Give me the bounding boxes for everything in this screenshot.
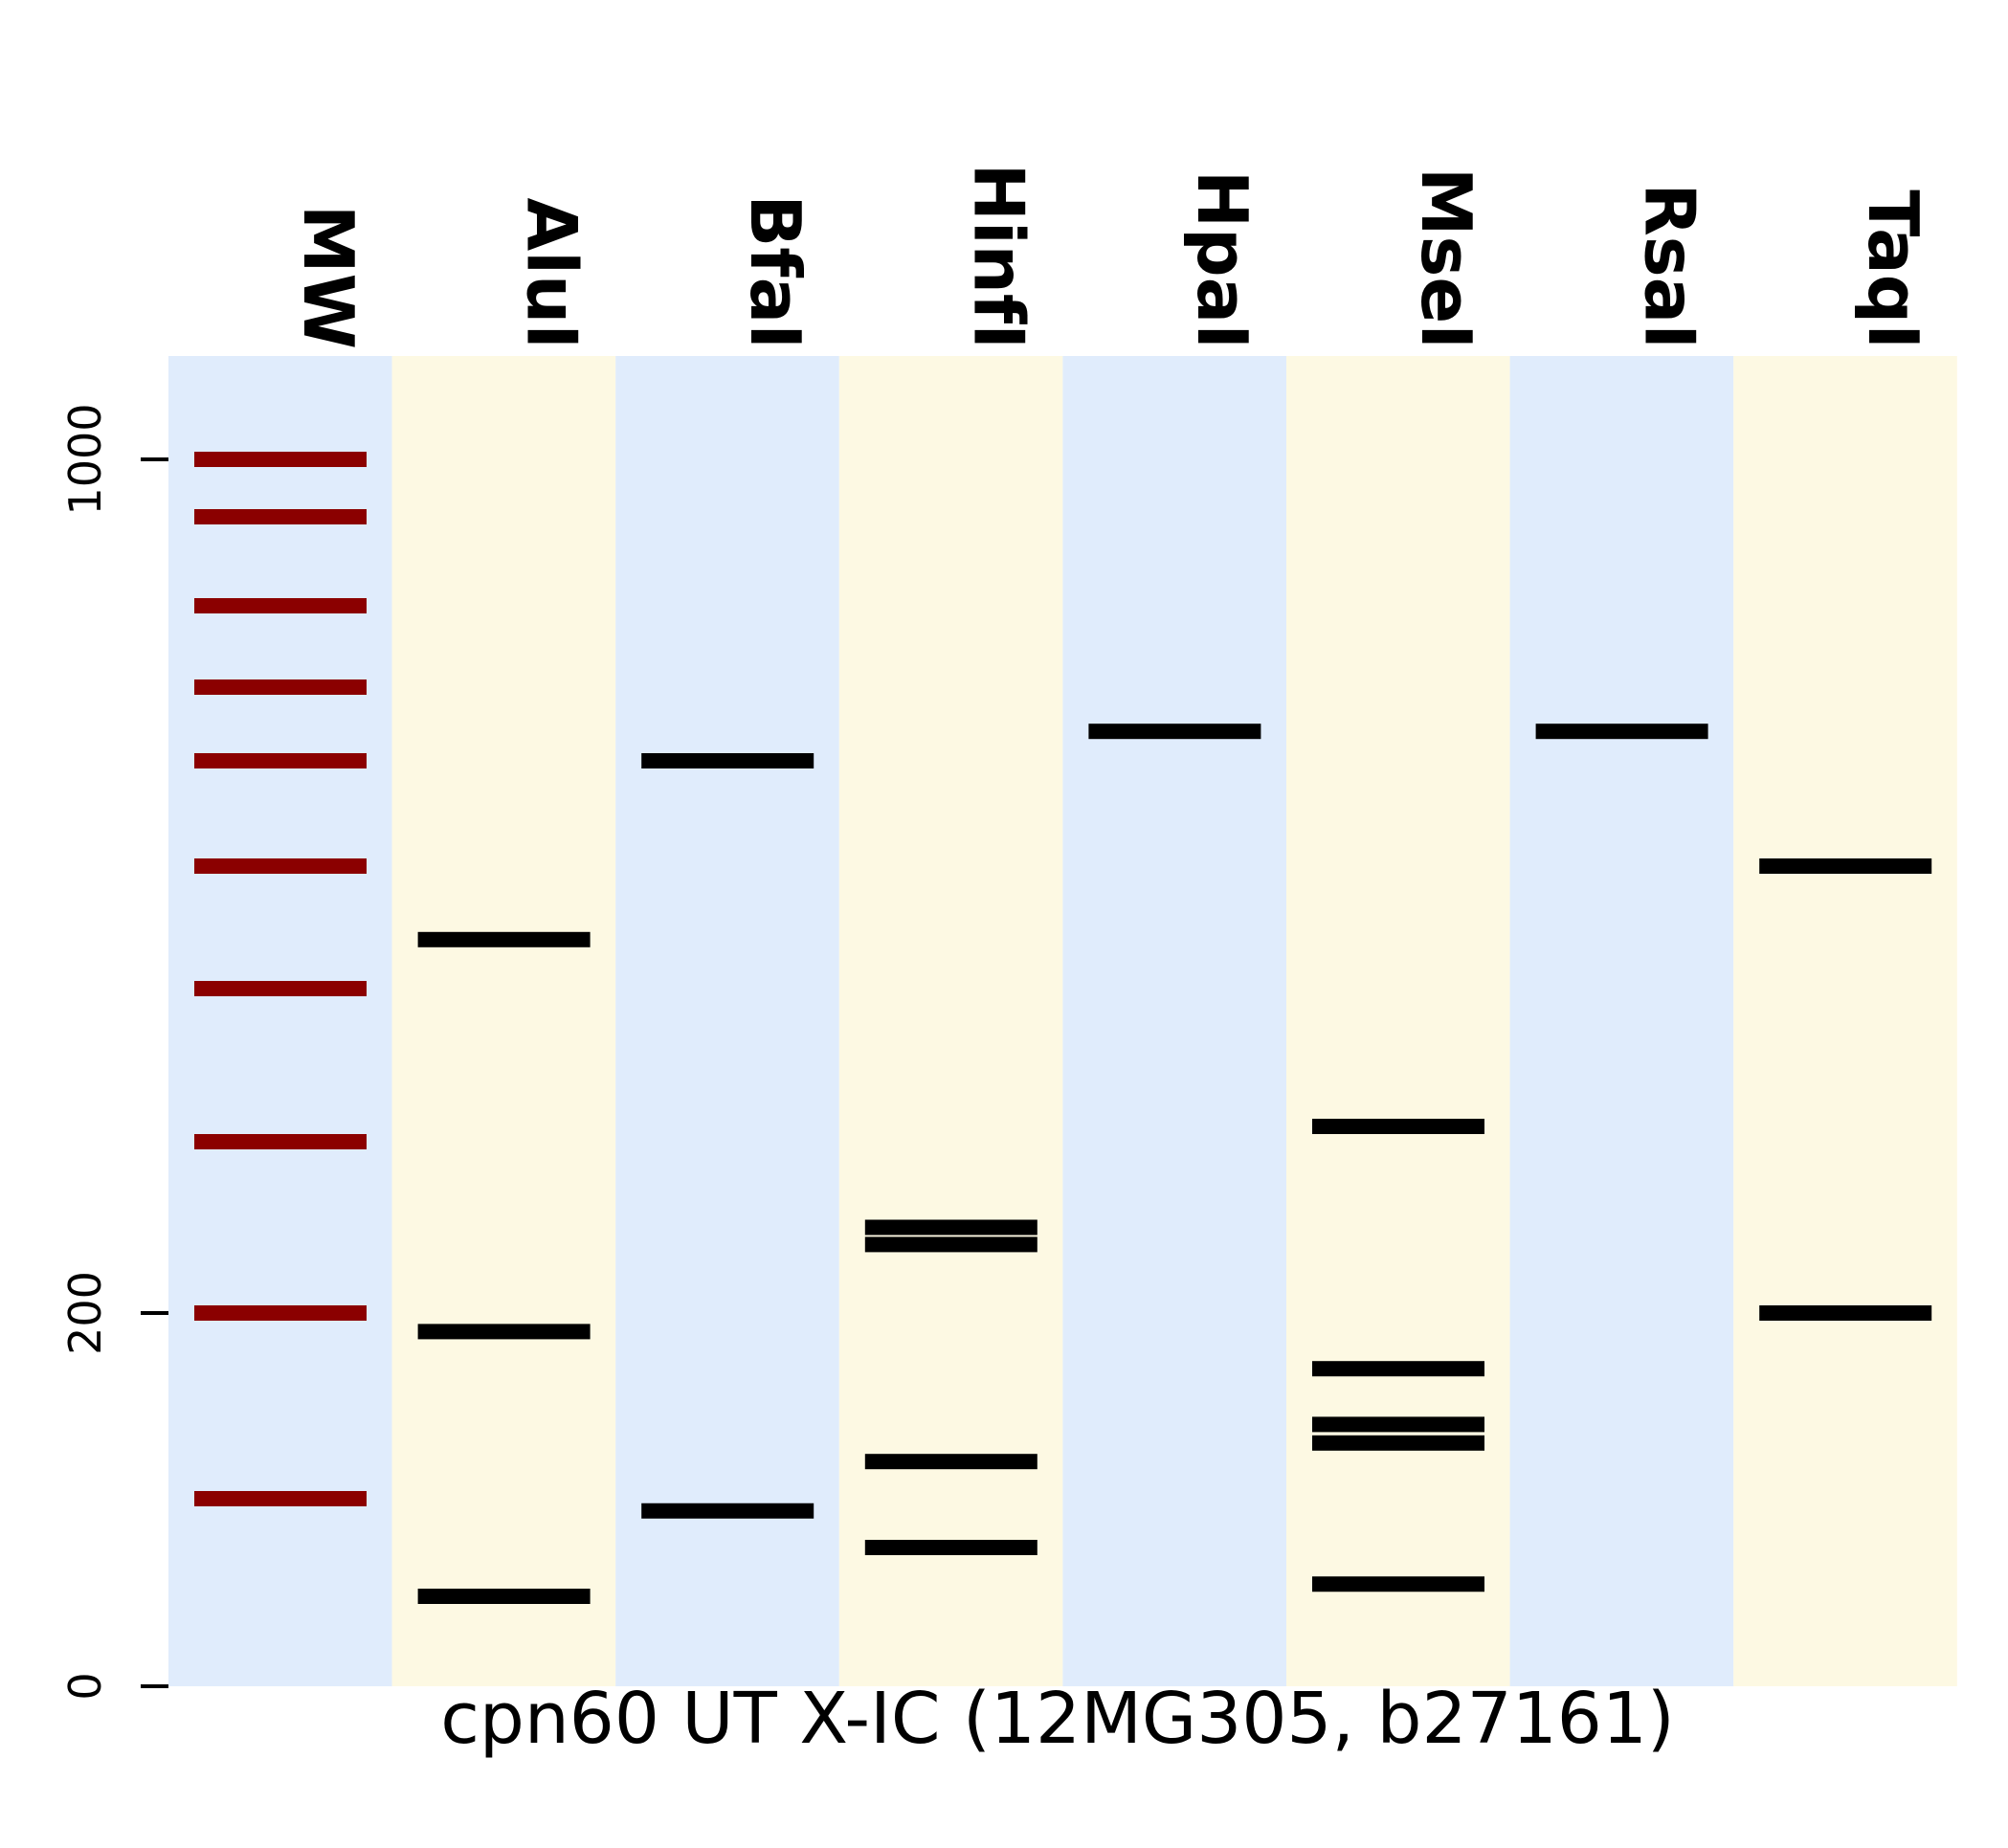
band-msei-140: [1312, 1416, 1484, 1433]
lane-background-hpai: [1062, 356, 1286, 1686]
band-hpai-640: [1088, 724, 1261, 740]
band-rsai-640: [1535, 724, 1708, 740]
ladder-band-100: [194, 1491, 367, 1506]
ladder-band-900: [194, 509, 367, 524]
ladder-band-600: [194, 753, 367, 768]
band-taqi-500: [1759, 858, 1932, 874]
band-hinfi-120: [864, 1454, 1037, 1470]
ladder-band-1000: [194, 452, 367, 467]
lane-background-mw: [168, 356, 392, 1686]
y-tick-label-200: 200: [59, 1271, 111, 1355]
lane-labels: MW AluI BfaI HinfI HpaI MseI RsaI TaqI: [288, 164, 1933, 349]
band-bfai-90: [641, 1503, 814, 1519]
lane-label-hpai: HpaI: [1182, 170, 1262, 349]
lane-label-rsai: RsaI: [1629, 183, 1709, 349]
lane-background-hinfi: [838, 356, 1063, 1686]
lane-background-taqi: [1733, 356, 1957, 1686]
band-msei-310: [1312, 1119, 1484, 1134]
ladder-band-500: [194, 858, 367, 874]
band-msei-130: [1312, 1435, 1484, 1451]
lane-label-mw: MW: [288, 205, 368, 349]
band-hinfi-250: [864, 1219, 1037, 1236]
band-taqi-200: [1759, 1305, 1932, 1321]
lane-background-msei: [1286, 356, 1510, 1686]
y-tick-label-0: 0: [59, 1672, 111, 1700]
lane-label-alui: AluI: [511, 198, 591, 349]
x-axis-title: cpn60 UT X-IC (12MG305, b27161): [440, 1678, 1675, 1760]
ladder-band-400: [194, 981, 367, 996]
lane-background-alui: [391, 356, 616, 1686]
bands: [194, 452, 1932, 1604]
band-hinfi-60: [864, 1540, 1037, 1555]
ladder-band-300: [194, 1134, 367, 1149]
ladder-band-700: [194, 679, 367, 695]
lane-label-msei: MseI: [1406, 167, 1486, 349]
band-alui-190: [417, 1324, 591, 1340]
ladder-band-200: [194, 1305, 367, 1321]
band-msei-170: [1312, 1361, 1484, 1377]
lane-label-taqi: TaqI: [1853, 189, 1933, 349]
ladder-band-800: [194, 598, 367, 613]
band-hinfi-240: [864, 1236, 1037, 1253]
y-axis: 0 200 1000: [59, 403, 168, 1701]
lane-backgrounds: [168, 356, 1957, 1686]
lane-background-bfai: [615, 356, 839, 1686]
band-alui-20: [417, 1589, 591, 1604]
band-alui-440: [417, 931, 591, 947]
lane-label-bfai: BfaI: [735, 194, 815, 349]
lane-label-hinfi: HinfI: [959, 164, 1039, 349]
lane-background-rsai: [1509, 356, 1734, 1686]
y-tick-label-1000: 1000: [59, 403, 111, 515]
band-msei-30: [1312, 1576, 1484, 1592]
band-bfai-600: [641, 753, 814, 768]
